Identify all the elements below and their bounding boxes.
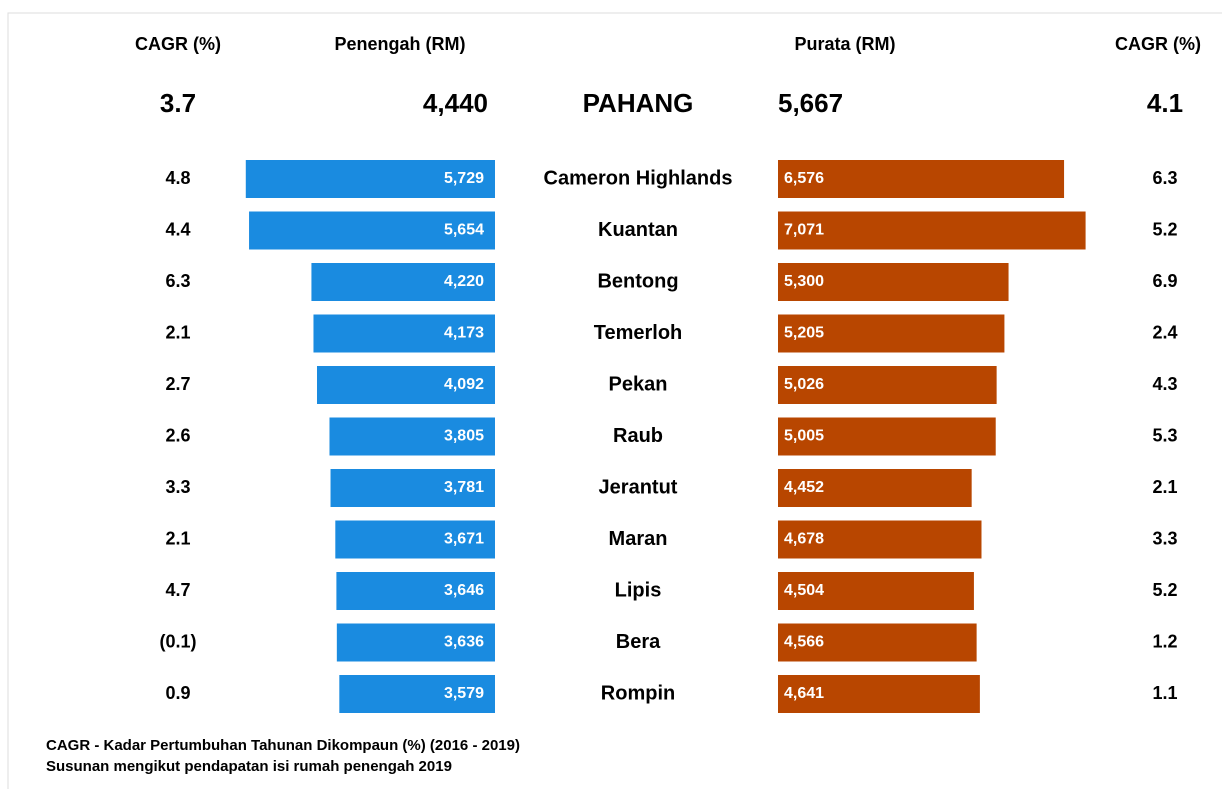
bar xyxy=(778,366,997,404)
cagr-label: 6.9 xyxy=(1152,271,1177,291)
series-header: Penengah (RM) xyxy=(334,34,465,54)
bar xyxy=(316,366,495,404)
bar-label: 4,173 xyxy=(444,325,484,342)
cagr-label: 5.2 xyxy=(1152,219,1177,239)
cagr-label: 4.7 xyxy=(165,580,190,600)
category-label: Maran xyxy=(609,528,668,550)
bar-label: 4,220 xyxy=(444,273,484,290)
cagr-label: 5.3 xyxy=(1152,425,1177,445)
cagr-label: 1.2 xyxy=(1152,631,1177,651)
cagr-label: 0.9 xyxy=(165,683,190,703)
bar xyxy=(245,160,495,198)
bar-label: 5,026 xyxy=(784,376,824,393)
bar-label: 3,636 xyxy=(444,634,484,651)
bar-label: 4,452 xyxy=(784,479,824,496)
bar-label: 4,092 xyxy=(444,376,484,393)
bar xyxy=(778,675,980,713)
bar-label: 3,781 xyxy=(444,479,484,496)
bar xyxy=(778,623,977,662)
bar-label: 5,205 xyxy=(784,325,824,342)
category-label: Rompin xyxy=(601,682,675,704)
bar xyxy=(778,469,972,507)
bar-label: 4,504 xyxy=(784,582,824,599)
bar xyxy=(329,417,495,456)
cagr-label: 4.3 xyxy=(1152,374,1177,394)
frame xyxy=(7,12,1222,789)
category-label: Temerloh xyxy=(594,322,683,344)
bar-label: 5,654 xyxy=(444,222,484,239)
bar-label: 3,579 xyxy=(444,685,484,702)
total-value: 4,440 xyxy=(423,88,488,118)
total-cagr: 3.7 xyxy=(160,88,196,118)
cagr-label: 2.1 xyxy=(165,322,190,342)
bar xyxy=(313,314,495,353)
cagr-label: 3.3 xyxy=(1152,528,1177,548)
total-value: 5,667 xyxy=(778,88,843,118)
cagr-label: 6.3 xyxy=(165,271,190,291)
cagr-label: 2.4 xyxy=(1152,322,1177,342)
cagr-label: 5.2 xyxy=(1152,580,1177,600)
bar-label: 4,641 xyxy=(784,685,824,702)
cagr-label: 4.4 xyxy=(165,219,190,239)
bar xyxy=(778,417,996,456)
bar xyxy=(311,263,495,301)
cagr-label: 4.8 xyxy=(165,168,190,188)
bar-label: 3,805 xyxy=(444,428,484,445)
cagr-label: 2.1 xyxy=(1152,477,1177,497)
category-label: Pekan xyxy=(609,373,668,395)
bar-label: 3,671 xyxy=(444,531,484,548)
bar xyxy=(778,263,1009,301)
bar xyxy=(778,160,1065,198)
category-label: Bentong xyxy=(597,270,678,292)
cagr-header: CAGR (%) xyxy=(1115,34,1201,54)
total-cagr: 4.1 xyxy=(1147,88,1183,118)
bar xyxy=(778,520,982,559)
bar-label: 7,071 xyxy=(784,222,824,239)
cagr-label: 1.1 xyxy=(1152,683,1177,703)
cagr-header: CAGR (%) xyxy=(135,34,221,54)
series-header: Purata (RM) xyxy=(794,34,895,54)
cagr-label: 2.7 xyxy=(165,374,190,394)
category-label: Cameron Highlands xyxy=(544,167,733,189)
bar xyxy=(330,469,495,507)
cagr-label: 3.3 xyxy=(165,477,190,497)
bar-label: 4,566 xyxy=(784,634,824,651)
cagr-label: 2.1 xyxy=(165,528,190,548)
bar xyxy=(336,623,495,662)
total-category: PAHANG xyxy=(583,88,694,118)
bar xyxy=(335,520,495,559)
cagr-label: 6.3 xyxy=(1152,168,1177,188)
bar xyxy=(336,572,495,610)
category-label: Lipis xyxy=(615,579,662,601)
bar xyxy=(249,211,495,250)
bar-label: 5,300 xyxy=(784,273,824,290)
note: CAGR - Kadar Pertumbuhan Tahunan Dikompa… xyxy=(46,737,520,754)
cagr-label: (0.1) xyxy=(159,631,196,651)
category-label: Raub xyxy=(613,425,663,447)
bar xyxy=(778,211,1086,250)
bar-label: 4,678 xyxy=(784,531,824,548)
bar-label: 6,576 xyxy=(784,170,824,187)
category-label: Kuantan xyxy=(598,219,678,241)
bar xyxy=(778,314,1005,353)
bar xyxy=(339,675,495,713)
category-label: Bera xyxy=(616,631,661,653)
bar-label: 5,729 xyxy=(444,170,484,187)
bar-label: 5,005 xyxy=(784,428,824,445)
bar-label: 3,646 xyxy=(444,582,484,599)
note: Susunan mengikut pendapatan isi rumah pe… xyxy=(46,758,452,775)
category-label: Jerantut xyxy=(599,476,678,498)
cagr-label: 2.6 xyxy=(165,425,190,445)
bar xyxy=(778,572,974,610)
